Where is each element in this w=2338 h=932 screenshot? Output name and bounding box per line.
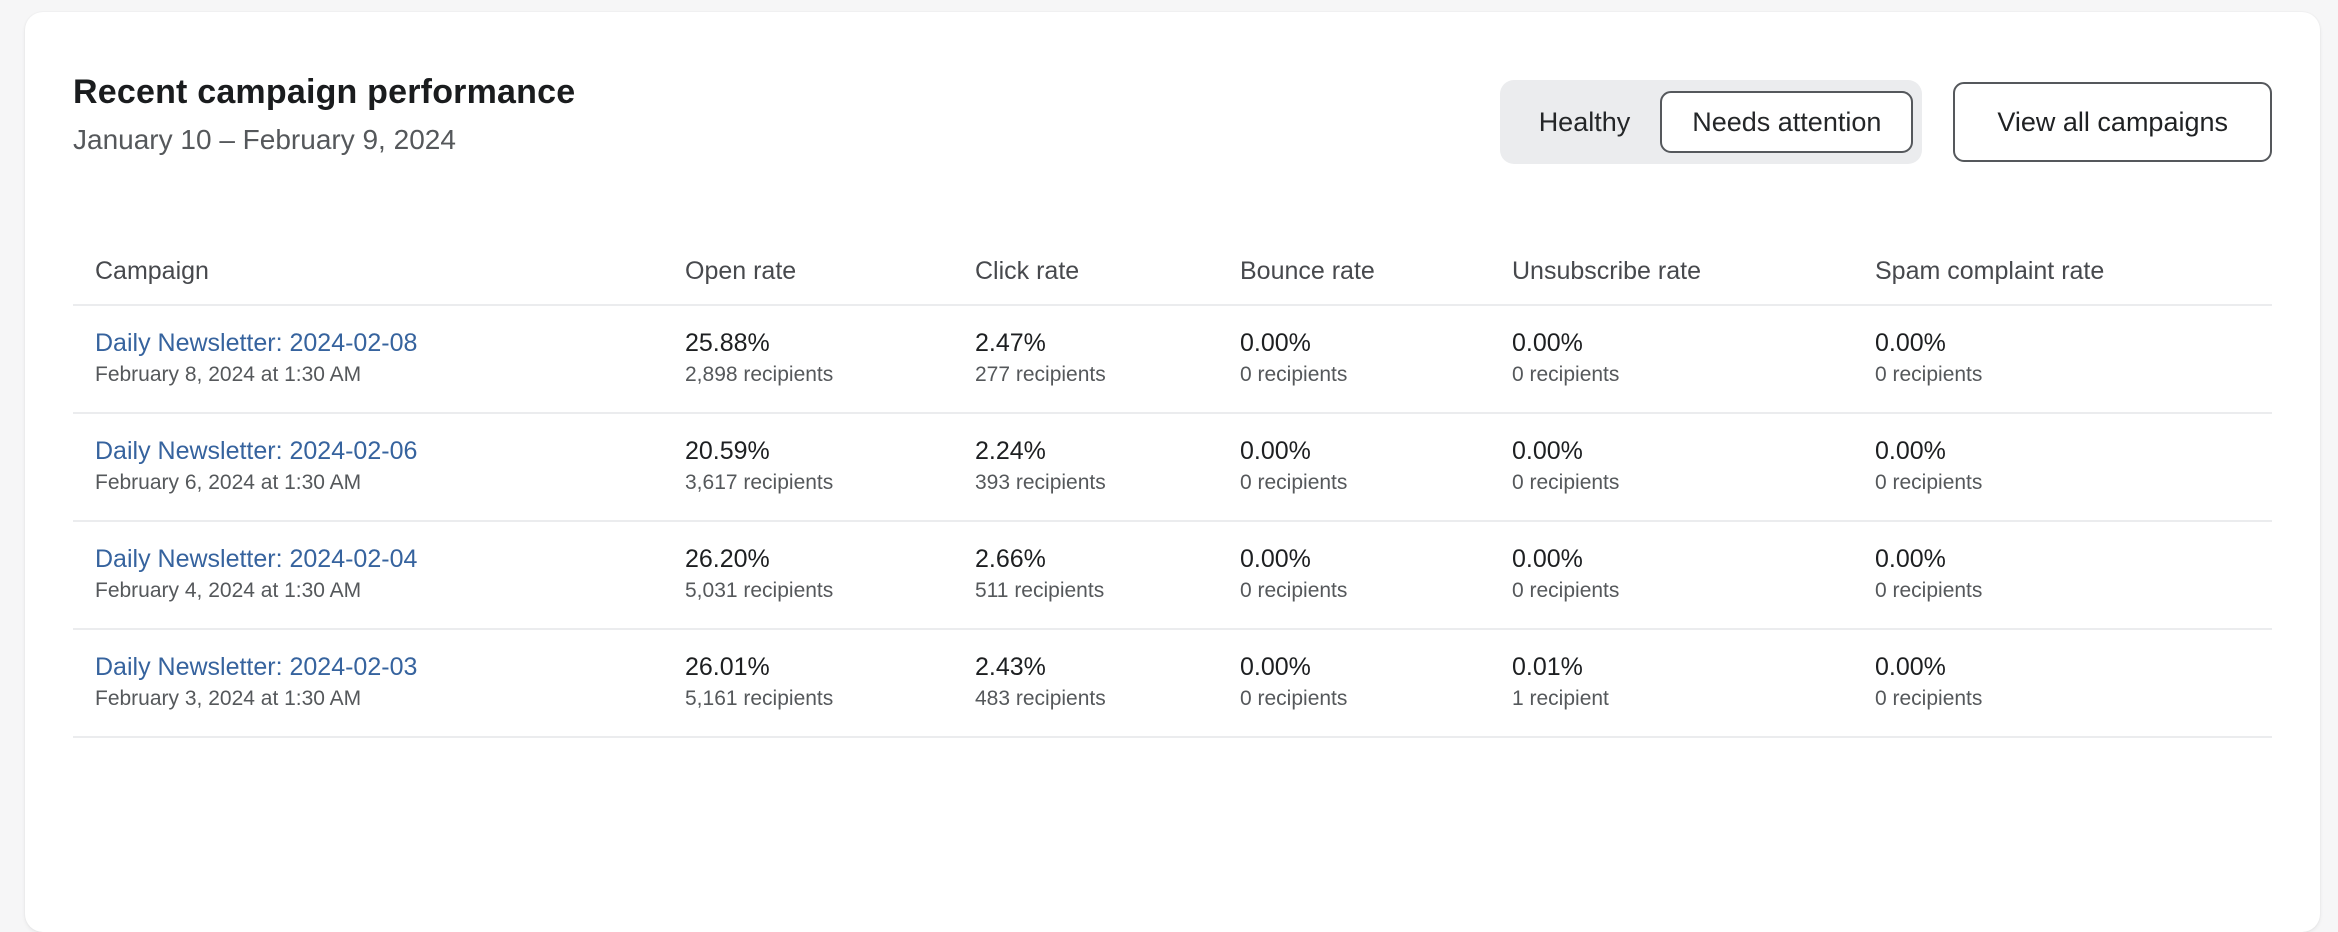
click-rate-cell: 2.24% 393 recipients [951, 414, 1216, 520]
spam-rate-value: 0.00% [1875, 329, 1946, 357]
click-rate-value: 2.66% [975, 545, 1046, 573]
table-body: Daily Newsletter: 2024-02-08 February 8,… [73, 306, 2272, 738]
unsubscribe-rate-cell: 0.01% 1 recipient [1488, 630, 1851, 736]
column-header-spam-complaint-rate: Spam complaint rate [1875, 257, 2105, 285]
view-all-campaigns-button[interactable]: View all campaigns [1953, 82, 2272, 162]
click-rate-cell: 2.66% 511 recipients [951, 522, 1216, 628]
table-row: Daily Newsletter: 2024-02-08 February 8,… [73, 306, 2272, 414]
spam-rate-value: 0.00% [1875, 437, 1946, 465]
bounce-rate-recipients: 0 recipients [1240, 687, 1348, 710]
open-rate-recipients: 2,898 recipients [685, 363, 834, 386]
spam-rate-recipients: 0 recipients [1875, 687, 1983, 710]
card-header: Recent campaign performance January 10 –… [73, 70, 2272, 164]
bounce-rate-recipients: 0 recipients [1240, 471, 1348, 494]
unsubscribe-rate-value: 0.00% [1512, 329, 1583, 357]
open-rate-recipients: 5,031 recipients [685, 579, 834, 602]
bounce-rate-value: 0.00% [1240, 329, 1311, 357]
campaign-link[interactable]: Daily Newsletter: 2024-02-08 [95, 329, 418, 357]
bounce-rate-recipients: 0 recipients [1240, 363, 1348, 386]
click-rate-recipients: 393 recipients [975, 471, 1106, 494]
click-rate-cell: 2.43% 483 recipients [951, 630, 1216, 736]
campaign-link[interactable]: Daily Newsletter: 2024-02-04 [95, 545, 418, 573]
click-rate-value: 2.43% [975, 653, 1046, 681]
bounce-rate-cell: 0.00% 0 recipients [1216, 306, 1488, 412]
unsubscribe-rate-cell: 0.00% 0 recipients [1488, 522, 1851, 628]
unsubscribe-rate-cell: 0.00% 0 recipients [1488, 306, 1851, 412]
spam-rate-recipients: 0 recipients [1875, 579, 1983, 602]
click-rate-cell: 2.47% 277 recipients [951, 306, 1216, 412]
open-rate-recipients: 5,161 recipients [685, 687, 834, 710]
open-rate-value: 26.20% [685, 545, 770, 573]
page-title: Recent campaign performance [73, 73, 576, 111]
table-row: Daily Newsletter: 2024-02-03 February 3,… [73, 630, 2272, 738]
unsubscribe-rate-value: 0.01% [1512, 653, 1583, 681]
date-range: January 10 – February 9, 2024 [73, 124, 456, 155]
campaign-sent-date: February 4, 2024 at 1:30 AM [95, 579, 362, 602]
health-filter-segmented-control: Healthy Needs attention [1499, 80, 1923, 164]
unsubscribe-rate-cell: 0.00% 0 recipients [1488, 414, 1851, 520]
campaign-cell: Daily Newsletter: 2024-02-03 February 3,… [73, 630, 661, 736]
campaign-performance-table: Campaign Open rate Click rate Bounce rat… [73, 256, 2272, 738]
open-rate-cell: 25.88% 2,898 recipients [661, 306, 951, 412]
bounce-rate-cell: 0.00% 0 recipients [1216, 414, 1488, 520]
card-header-titles: Recent campaign performance January 10 –… [73, 70, 575, 158]
bounce-rate-value: 0.00% [1240, 653, 1311, 681]
click-rate-value: 2.24% [975, 437, 1046, 465]
column-header-campaign: Campaign [95, 257, 209, 285]
click-rate-value: 2.47% [975, 329, 1046, 357]
spam-rate-value: 0.00% [1875, 545, 1946, 573]
campaign-cell: Daily Newsletter: 2024-02-06 February 6,… [73, 414, 661, 520]
open-rate-value: 20.59% [685, 437, 770, 465]
click-rate-recipients: 483 recipients [975, 687, 1106, 710]
campaign-link[interactable]: Daily Newsletter: 2024-02-06 [95, 437, 418, 465]
column-header-bounce-rate: Bounce rate [1240, 257, 1375, 285]
spam-rate-cell: 0.00% 0 recipients [1851, 306, 2272, 412]
bounce-rate-cell: 0.00% 0 recipients [1216, 630, 1488, 736]
table-header-row: Campaign Open rate Click rate Bounce rat… [73, 256, 2272, 306]
campaign-cell: Daily Newsletter: 2024-02-04 February 4,… [73, 522, 661, 628]
header-controls: Healthy Needs attention View all campaig… [1499, 80, 2272, 164]
unsubscribe-rate-recipients: 0 recipients [1512, 363, 1620, 386]
bounce-rate-value: 0.00% [1240, 545, 1311, 573]
open-rate-cell: 20.59% 3,617 recipients [661, 414, 951, 520]
open-rate-value: 26.01% [685, 653, 770, 681]
tab-needs-attention[interactable]: Needs attention [1660, 91, 1914, 153]
campaign-sent-date: February 8, 2024 at 1:30 AM [95, 363, 362, 386]
open-rate-cell: 26.20% 5,031 recipients [661, 522, 951, 628]
unsubscribe-rate-recipients: 0 recipients [1512, 471, 1620, 494]
spam-rate-recipients: 0 recipients [1875, 471, 1983, 494]
unsubscribe-rate-value: 0.00% [1512, 545, 1583, 573]
spam-rate-cell: 0.00% 0 recipients [1851, 522, 2272, 628]
table-row: Daily Newsletter: 2024-02-04 February 4,… [73, 522, 2272, 630]
bounce-rate-cell: 0.00% 0 recipients [1216, 522, 1488, 628]
column-header-unsubscribe-rate: Unsubscribe rate [1512, 257, 1701, 285]
unsubscribe-rate-recipients: 1 recipient [1512, 687, 1609, 710]
open-rate-value: 25.88% [685, 329, 770, 357]
spam-rate-recipients: 0 recipients [1875, 363, 1983, 386]
table-row: Daily Newsletter: 2024-02-06 February 6,… [73, 414, 2272, 522]
open-rate-recipients: 3,617 recipients [685, 471, 834, 494]
campaign-performance-card: Recent campaign performance January 10 –… [25, 12, 2320, 932]
click-rate-recipients: 277 recipients [975, 363, 1106, 386]
bounce-rate-recipients: 0 recipients [1240, 579, 1348, 602]
unsubscribe-rate-value: 0.00% [1512, 437, 1583, 465]
campaign-sent-date: February 3, 2024 at 1:30 AM [95, 687, 362, 710]
click-rate-recipients: 511 recipients [975, 579, 1105, 602]
bounce-rate-value: 0.00% [1240, 437, 1311, 465]
column-header-open-rate: Open rate [685, 257, 797, 285]
tab-healthy[interactable]: Healthy [1538, 107, 1631, 137]
campaign-link[interactable]: Daily Newsletter: 2024-02-03 [95, 653, 418, 681]
column-header-click-rate: Click rate [975, 257, 1080, 285]
spam-rate-cell: 0.00% 0 recipients [1851, 414, 2272, 520]
campaign-sent-date: February 6, 2024 at 1:30 AM [95, 471, 362, 494]
campaign-cell: Daily Newsletter: 2024-02-08 February 8,… [73, 306, 661, 412]
unsubscribe-rate-recipients: 0 recipients [1512, 579, 1620, 602]
spam-rate-cell: 0.00% 0 recipients [1851, 630, 2272, 736]
spam-rate-value: 0.00% [1875, 653, 1946, 681]
open-rate-cell: 26.01% 5,161 recipients [661, 630, 951, 736]
